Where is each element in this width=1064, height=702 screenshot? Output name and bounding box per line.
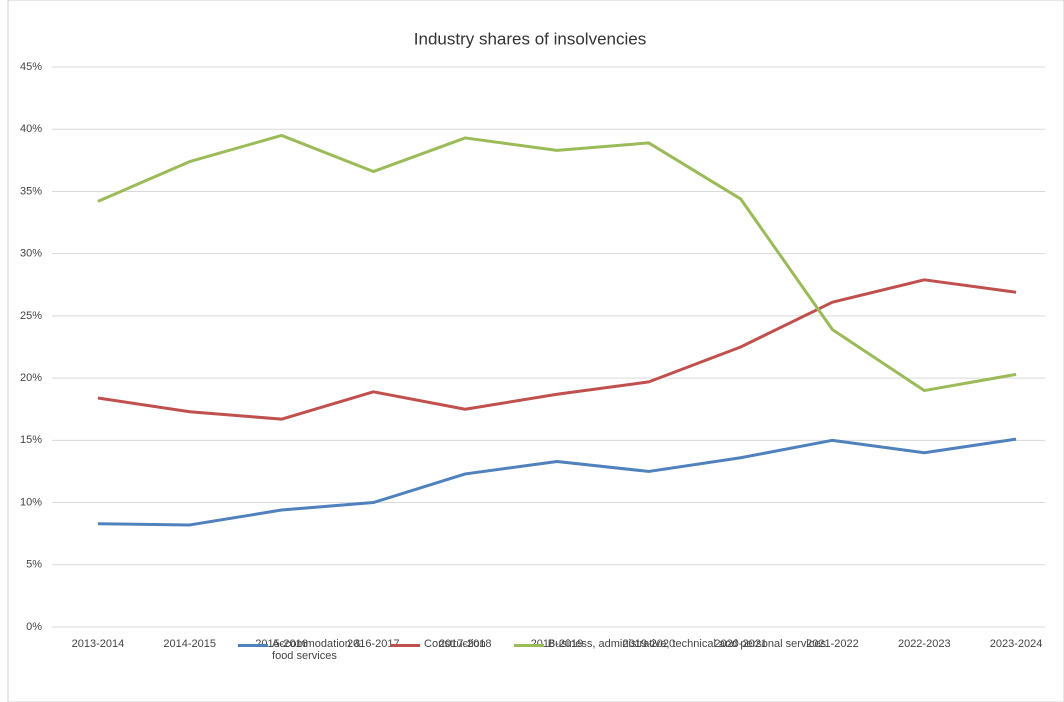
legend-swatch bbox=[513, 644, 544, 647]
legend: Accommodation & food services Constructio… bbox=[0, 638, 1064, 662]
y-tick-label: 0% bbox=[26, 621, 42, 633]
y-tick-label: 5% bbox=[26, 559, 42, 571]
chart-title: Industry shares of insolvencies bbox=[414, 29, 646, 48]
x-tick-label: 2018-2019 bbox=[531, 638, 584, 650]
y-tick-label: 40% bbox=[20, 123, 42, 135]
x-tick-label: 2017-2018 bbox=[439, 638, 492, 650]
series-line bbox=[97, 278, 1017, 421]
x-tick-label: 2016-2017 bbox=[347, 638, 400, 650]
legend-label: Business, administrative, technical and … bbox=[547, 638, 826, 650]
series-line bbox=[97, 133, 1017, 393]
x-tick-label: 2019-2020 bbox=[623, 638, 676, 650]
legend-swatch bbox=[390, 644, 421, 647]
x-tick-label: 2015-2016 bbox=[255, 638, 308, 650]
legend-label: Construction bbox=[424, 638, 486, 650]
y-tick-label: 35% bbox=[20, 185, 42, 197]
y-tick-label: 45% bbox=[20, 61, 42, 73]
y-tick-label: 25% bbox=[20, 310, 42, 322]
x-tick-label: 2022-2023 bbox=[898, 638, 951, 650]
x-tick-label: 2023-2024 bbox=[990, 638, 1043, 650]
legend-swatch bbox=[238, 644, 269, 647]
x-tick-label: 2013-2014 bbox=[72, 638, 125, 650]
legend-item: Accommodation & food services bbox=[238, 638, 362, 662]
y-tick-label: 15% bbox=[20, 434, 42, 446]
series-line bbox=[97, 437, 1017, 527]
legend-item: Business, administrative, technical and … bbox=[513, 638, 826, 662]
chart-frame bbox=[7, 0, 1064, 702]
x-tick-label: 2020-2021 bbox=[714, 638, 767, 650]
x-tick-label: 2014-2015 bbox=[163, 638, 216, 650]
y-tick-label: 10% bbox=[20, 496, 42, 508]
y-tick-label: 20% bbox=[20, 372, 42, 384]
x-tick-label: 2021-2022 bbox=[806, 638, 859, 650]
legend-label: Accommodation & food services bbox=[272, 638, 362, 662]
y-tick-label: 30% bbox=[20, 248, 42, 260]
legend-item: Construction bbox=[390, 638, 486, 662]
